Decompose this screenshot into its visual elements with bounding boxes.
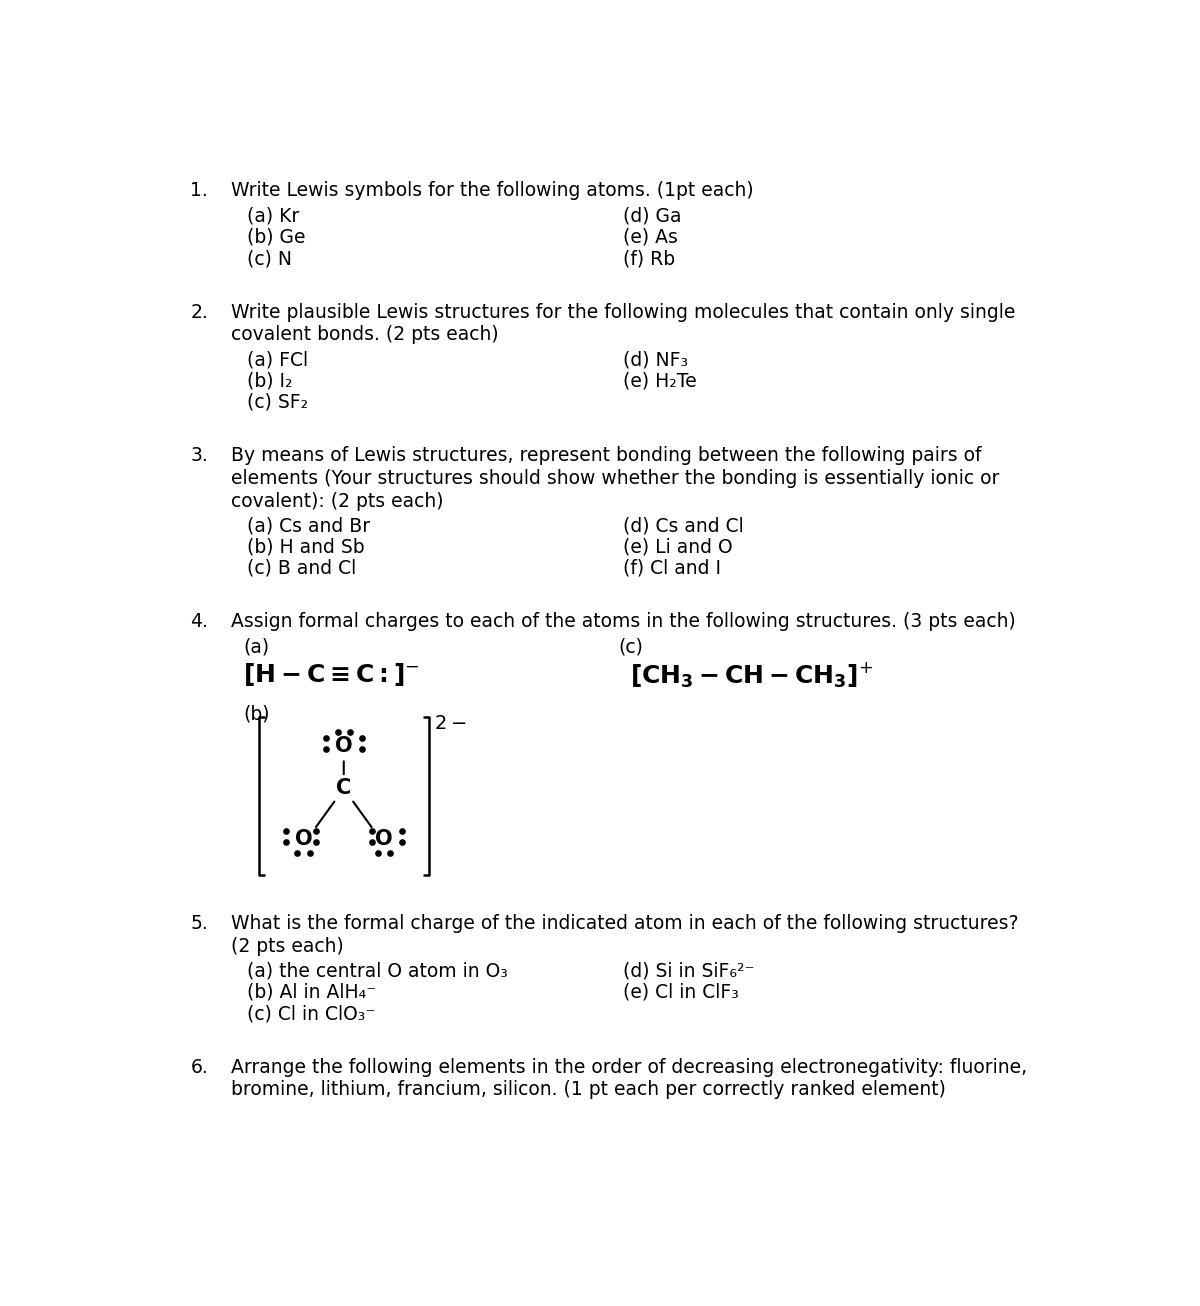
Text: Write plausible Lewis structures for the following molecules that contain only s: Write plausible Lewis structures for the… (232, 303, 1015, 321)
Text: (e) As: (e) As (623, 227, 678, 247)
Text: (c) B and Cl: (c) B and Cl (247, 559, 356, 579)
Text: (c): (c) (619, 637, 643, 657)
Text: 3.: 3. (191, 447, 208, 465)
Text: elements (Your structures should show whether the bonding is essentially ionic o: elements (Your structures should show wh… (232, 469, 1000, 488)
Text: 1.: 1. (191, 180, 208, 200)
Text: By means of Lewis structures, represent bonding between the following pairs of: By means of Lewis structures, represent … (232, 447, 982, 465)
Text: (d) NF₃: (d) NF₃ (623, 350, 688, 370)
Text: bromine, lithium, francium, silicon. (1 pt each per correctly ranked element): bromine, lithium, francium, silicon. (1 … (232, 1080, 947, 1100)
Text: (b) H and Sb: (b) H and Sb (247, 538, 365, 556)
Text: (a) Kr: (a) Kr (247, 206, 299, 226)
Text: (e) H₂Te: (e) H₂Te (623, 371, 696, 390)
Text: (a) Cs and Br: (a) Cs and Br (247, 517, 370, 535)
Text: O: O (295, 828, 312, 849)
Text: (b) Ge: (b) Ge (247, 227, 305, 247)
Text: Assign formal charges to each of the atoms in the following structures. (3 pts e: Assign formal charges to each of the ato… (232, 613, 1016, 631)
Text: C: C (336, 778, 352, 798)
Text: (a) the central O atom in O₃: (a) the central O atom in O₃ (247, 961, 508, 981)
Text: (b): (b) (242, 704, 270, 724)
Text: O: O (335, 737, 353, 756)
Text: (e) Li and O: (e) Li and O (623, 538, 732, 556)
Text: (d) Cs and Cl: (d) Cs and Cl (623, 517, 744, 535)
Text: (e) Cl in ClF₃: (e) Cl in ClF₃ (623, 983, 739, 1002)
Text: 5.: 5. (191, 914, 208, 932)
Text: (b) Al in AlH₄⁻: (b) Al in AlH₄⁻ (247, 983, 376, 1002)
Text: (b) I₂: (b) I₂ (247, 371, 293, 390)
Text: (d) Ga: (d) Ga (623, 206, 682, 226)
Text: (f) Rb: (f) Rb (623, 249, 674, 268)
Text: covalent bonds. (2 pts each): covalent bonds. (2 pts each) (232, 325, 499, 345)
Text: $\mathbf{[CH_3-CH-CH_3]}^{+}$: $\mathbf{[CH_3-CH-CH_3]}^{+}$ (630, 661, 874, 691)
Text: 4.: 4. (191, 613, 208, 631)
Text: (c) Cl in ClO₃⁻: (c) Cl in ClO₃⁻ (247, 1004, 376, 1023)
Text: Arrange the following elements in the order of decreasing electronegativity: flu: Arrange the following elements in the or… (232, 1058, 1027, 1076)
Text: (c) N: (c) N (247, 249, 292, 268)
Text: O: O (376, 828, 392, 849)
Text: (a): (a) (242, 637, 269, 657)
Text: (c) SF₂: (c) SF₂ (247, 393, 308, 411)
Text: Write Lewis symbols for the following atoms. (1pt each): Write Lewis symbols for the following at… (232, 180, 754, 200)
Text: 6.: 6. (191, 1058, 208, 1076)
Text: (2 pts each): (2 pts each) (232, 936, 344, 956)
Text: (a) FCl: (a) FCl (247, 350, 308, 370)
Text: 2.: 2. (191, 303, 208, 321)
Text: $2-$: $2-$ (434, 714, 467, 733)
Text: (f) Cl and I: (f) Cl and I (623, 559, 721, 579)
Text: covalent): (2 pts each): covalent): (2 pts each) (232, 491, 444, 511)
Text: (d) Si in SiF₆²⁻: (d) Si in SiF₆²⁻ (623, 961, 754, 981)
Text: $\mathbf{[H-C{\equiv}C:]}^{-}$: $\mathbf{[H-C{\equiv}C:]}^{-}$ (242, 661, 420, 688)
Text: What is the formal charge of the indicated atom in each of the following structu: What is the formal charge of the indicat… (232, 914, 1019, 932)
